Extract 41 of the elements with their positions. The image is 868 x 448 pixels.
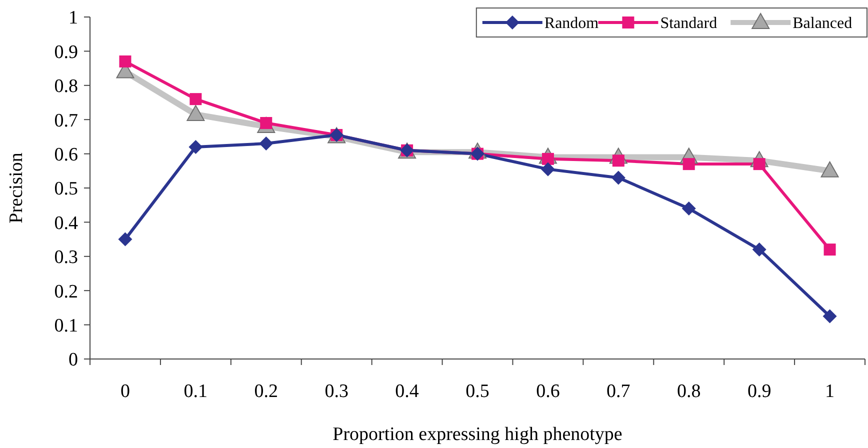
x-tick-label: 0.7 (606, 381, 630, 402)
point (118, 232, 132, 246)
y-tick-label: 0.3 (54, 247, 78, 268)
point (540, 162, 555, 176)
y-tick-label: 0.5 (54, 178, 78, 200)
point (682, 158, 695, 170)
x-tick-label: 0.9 (747, 381, 772, 402)
x-tick-label: 0.2 (254, 381, 278, 402)
point (259, 136, 274, 151)
point (820, 161, 839, 178)
legend-label: Standard (660, 15, 718, 32)
y-tick-label: 1 (68, 8, 78, 29)
x-tick-label: 0.5 (466, 381, 490, 402)
y-tick-label: 0.6 (54, 144, 78, 166)
y-tick-label: 0.7 (54, 110, 78, 132)
point (119, 55, 132, 68)
point (611, 170, 626, 185)
x-tick-label: 0.8 (676, 381, 701, 402)
x-tick-label: 0 (120, 381, 130, 402)
y-tick-label: 0.9 (54, 42, 78, 63)
point (190, 93, 202, 106)
x-tick-label: 0.3 (324, 381, 348, 402)
point (682, 202, 696, 216)
point (822, 309, 837, 324)
x-tick-label: 0.4 (395, 381, 420, 402)
point (188, 140, 203, 154)
legend-label: Balanced (792, 15, 852, 32)
x-tick-label: 0.6 (536, 381, 560, 402)
x-tick-label: 1 (825, 381, 835, 402)
x-axis-title: Proportion expressing high phenotype (332, 424, 622, 445)
x-tick-label: 0.1 (184, 381, 208, 402)
point (186, 104, 205, 121)
y-tick-label: 0.4 (54, 212, 78, 234)
y-axis-title: Precision (6, 152, 27, 224)
point (824, 244, 836, 256)
point (752, 242, 766, 257)
legend-label: Random (544, 15, 600, 32)
y-tick-label: 0 (68, 350, 78, 371)
y-tick-label: 0.2 (54, 281, 78, 302)
y-tick-label: 0.8 (54, 76, 78, 98)
y-tick-label: 0.1 (54, 315, 78, 336)
